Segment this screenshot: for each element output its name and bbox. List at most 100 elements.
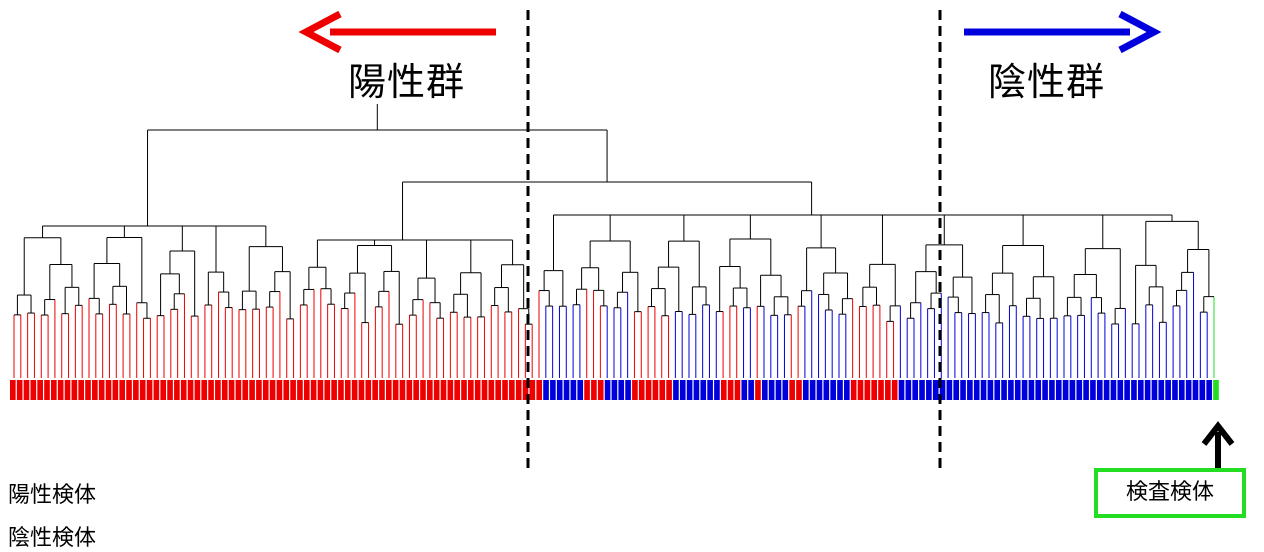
- sample-cell: [755, 380, 761, 400]
- sample-cell: [1165, 380, 1171, 400]
- sample-cell: [276, 380, 283, 400]
- sample-cell: [734, 380, 741, 400]
- sample-cell: [1001, 380, 1007, 400]
- sample-cell: [563, 380, 570, 400]
- sample-cell: [92, 380, 98, 400]
- negative-group-label: 陰性群: [988, 60, 1106, 104]
- sample-cell: [625, 380, 631, 400]
- sample-cell: [1158, 380, 1165, 400]
- sample-cell: [509, 380, 515, 400]
- sample-cell: [208, 380, 214, 400]
- sample-cell: [878, 380, 884, 400]
- sample-cell: [1021, 380, 1028, 400]
- sample-cell: [556, 380, 563, 400]
- sample-cell: [645, 380, 652, 400]
- sample-cell: [707, 380, 713, 400]
- sample-cell: [23, 380, 30, 400]
- sample-cell: [1049, 380, 1055, 400]
- sample-cell: [891, 380, 898, 400]
- positive-group-label: 陽性群: [348, 60, 466, 104]
- sample-cell: [932, 380, 939, 400]
- dendrogram-tree: [13, 104, 1215, 378]
- sample-cell: [1213, 380, 1219, 400]
- sample-cell: [1014, 380, 1021, 400]
- sample-cell: [338, 380, 344, 400]
- sample-cell: [1055, 380, 1062, 400]
- sample-cell: [324, 380, 331, 400]
- sample-cell: [700, 380, 707, 400]
- sample-cell: [454, 380, 460, 400]
- sample-cell: [1103, 380, 1110, 400]
- sample-cell: [973, 380, 980, 400]
- sample-cell: [905, 380, 912, 400]
- sample-cell: [1185, 380, 1192, 400]
- sample-cell: [618, 380, 625, 400]
- sample-cell: [1083, 380, 1089, 400]
- sample-cell: [912, 380, 919, 400]
- sample-cell: [194, 380, 201, 400]
- sample-cell: [358, 380, 365, 400]
- sample-cell: [440, 380, 447, 400]
- sample-cell: [221, 380, 228, 400]
- sample-cell: [1192, 380, 1199, 400]
- sample-color-strip: [10, 380, 1219, 400]
- sample-cell: [1042, 380, 1048, 400]
- sample-cell: [30, 380, 37, 400]
- sample-cell: [761, 380, 768, 400]
- sample-cell: [413, 380, 419, 400]
- sample-cell: [167, 380, 173, 400]
- sample-cell: [789, 380, 795, 400]
- sample-cell: [632, 380, 638, 400]
- sample-cell: [611, 380, 618, 400]
- sample-cell: [256, 380, 262, 400]
- sample-cell: [980, 380, 987, 400]
- sample-cell: [1076, 380, 1083, 400]
- sample-cell: [51, 380, 57, 400]
- sample-cell: [78, 380, 84, 400]
- sample-cell: [652, 380, 659, 400]
- sample-cell: [1008, 380, 1014, 400]
- sample-cell: [385, 380, 392, 400]
- test-sample-pointer-arrow: [1201, 421, 1235, 468]
- sample-cell: [126, 380, 132, 400]
- sample-cell: [16, 380, 23, 400]
- sample-cell: [741, 380, 748, 400]
- sample-cell: [290, 380, 296, 400]
- sample-cell: [351, 380, 358, 400]
- sample-cell: [283, 380, 290, 400]
- sample-cell: [262, 380, 269, 400]
- sample-cell: [488, 380, 495, 400]
- sample-cell: [550, 380, 556, 400]
- sample-cell: [474, 380, 481, 400]
- sample-cell: [146, 380, 153, 400]
- sample-cell: [1069, 380, 1076, 400]
- sample-cell: [529, 380, 536, 400]
- sample-cell: [604, 380, 611, 400]
- sample-cell: [748, 380, 754, 400]
- sample-cell: [1151, 380, 1158, 400]
- sample-cell: [871, 380, 877, 400]
- sample-cell: [823, 380, 830, 400]
- sample-cell: [809, 380, 816, 400]
- sample-cell: [816, 380, 823, 400]
- sample-cell: [1178, 380, 1185, 400]
- sample-cell: [994, 380, 1001, 400]
- sample-cell: [898, 380, 905, 400]
- sample-cell: [837, 380, 843, 400]
- sample-cell: [1110, 380, 1117, 400]
- sample-cell: [310, 380, 317, 400]
- sample-cell: [153, 380, 160, 400]
- sample-cell: [64, 380, 71, 400]
- sample-cell: [105, 380, 112, 400]
- sample-cell: [1117, 380, 1124, 400]
- test-sample-label: 検査検体: [1125, 480, 1214, 505]
- sample-cell: [693, 380, 700, 400]
- sample-cell: [427, 380, 433, 400]
- sample-cell: [885, 380, 891, 400]
- sample-cell: [953, 380, 960, 400]
- sample-cell: [399, 380, 406, 400]
- legend-positive-sample: 陽性検体: [8, 483, 97, 508]
- sample-cell: [960, 380, 966, 400]
- sample-cell: [420, 380, 426, 400]
- sample-cell: [926, 380, 932, 400]
